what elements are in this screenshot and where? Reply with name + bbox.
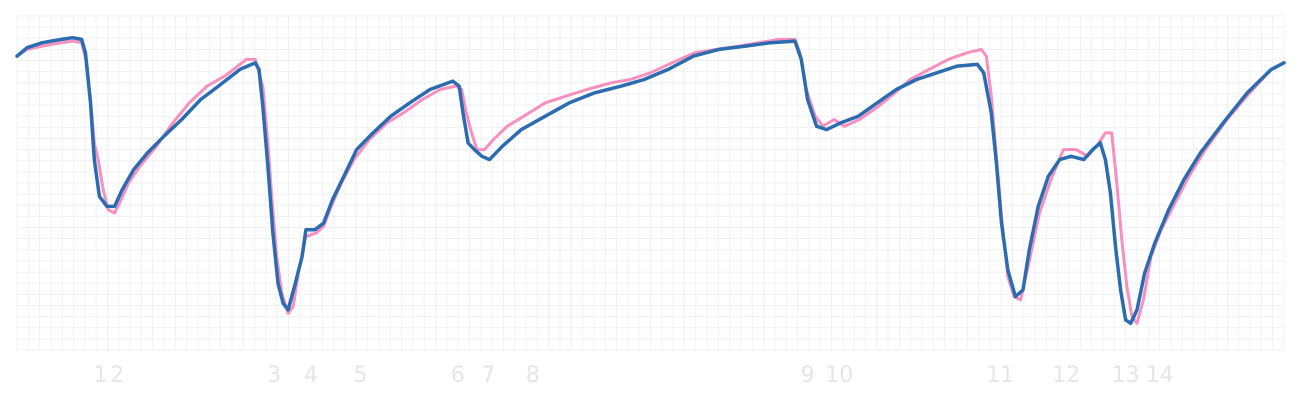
x-tick-label: 3 bbox=[267, 363, 281, 388]
x-tick-label: 5 bbox=[353, 363, 367, 388]
x-axis-tick-labels: 1 2 3 4 5 6 7 8 9 10 11 12 13 14 bbox=[94, 363, 1174, 388]
x-tick-label: 12 bbox=[1052, 363, 1080, 388]
x-tick-label: 8 bbox=[526, 363, 540, 388]
x-tick-label: 10 bbox=[825, 363, 853, 388]
series-line-2 bbox=[15, 35, 1286, 326]
x-tick-label: 2 bbox=[110, 363, 124, 388]
x-tick-label: 1 bbox=[94, 363, 108, 388]
x-tick-label: 9 bbox=[801, 363, 815, 388]
grid bbox=[16, 15, 1285, 351]
x-tick-label: 7 bbox=[481, 363, 495, 388]
x-tick-label: 13 bbox=[1112, 363, 1140, 388]
x-tick-label: 6 bbox=[451, 363, 465, 388]
x-tick-label: 4 bbox=[304, 363, 318, 388]
series-layer bbox=[15, 35, 1286, 326]
x-tick-label: 14 bbox=[1146, 363, 1174, 388]
x-tick-label: 11 bbox=[986, 363, 1014, 388]
